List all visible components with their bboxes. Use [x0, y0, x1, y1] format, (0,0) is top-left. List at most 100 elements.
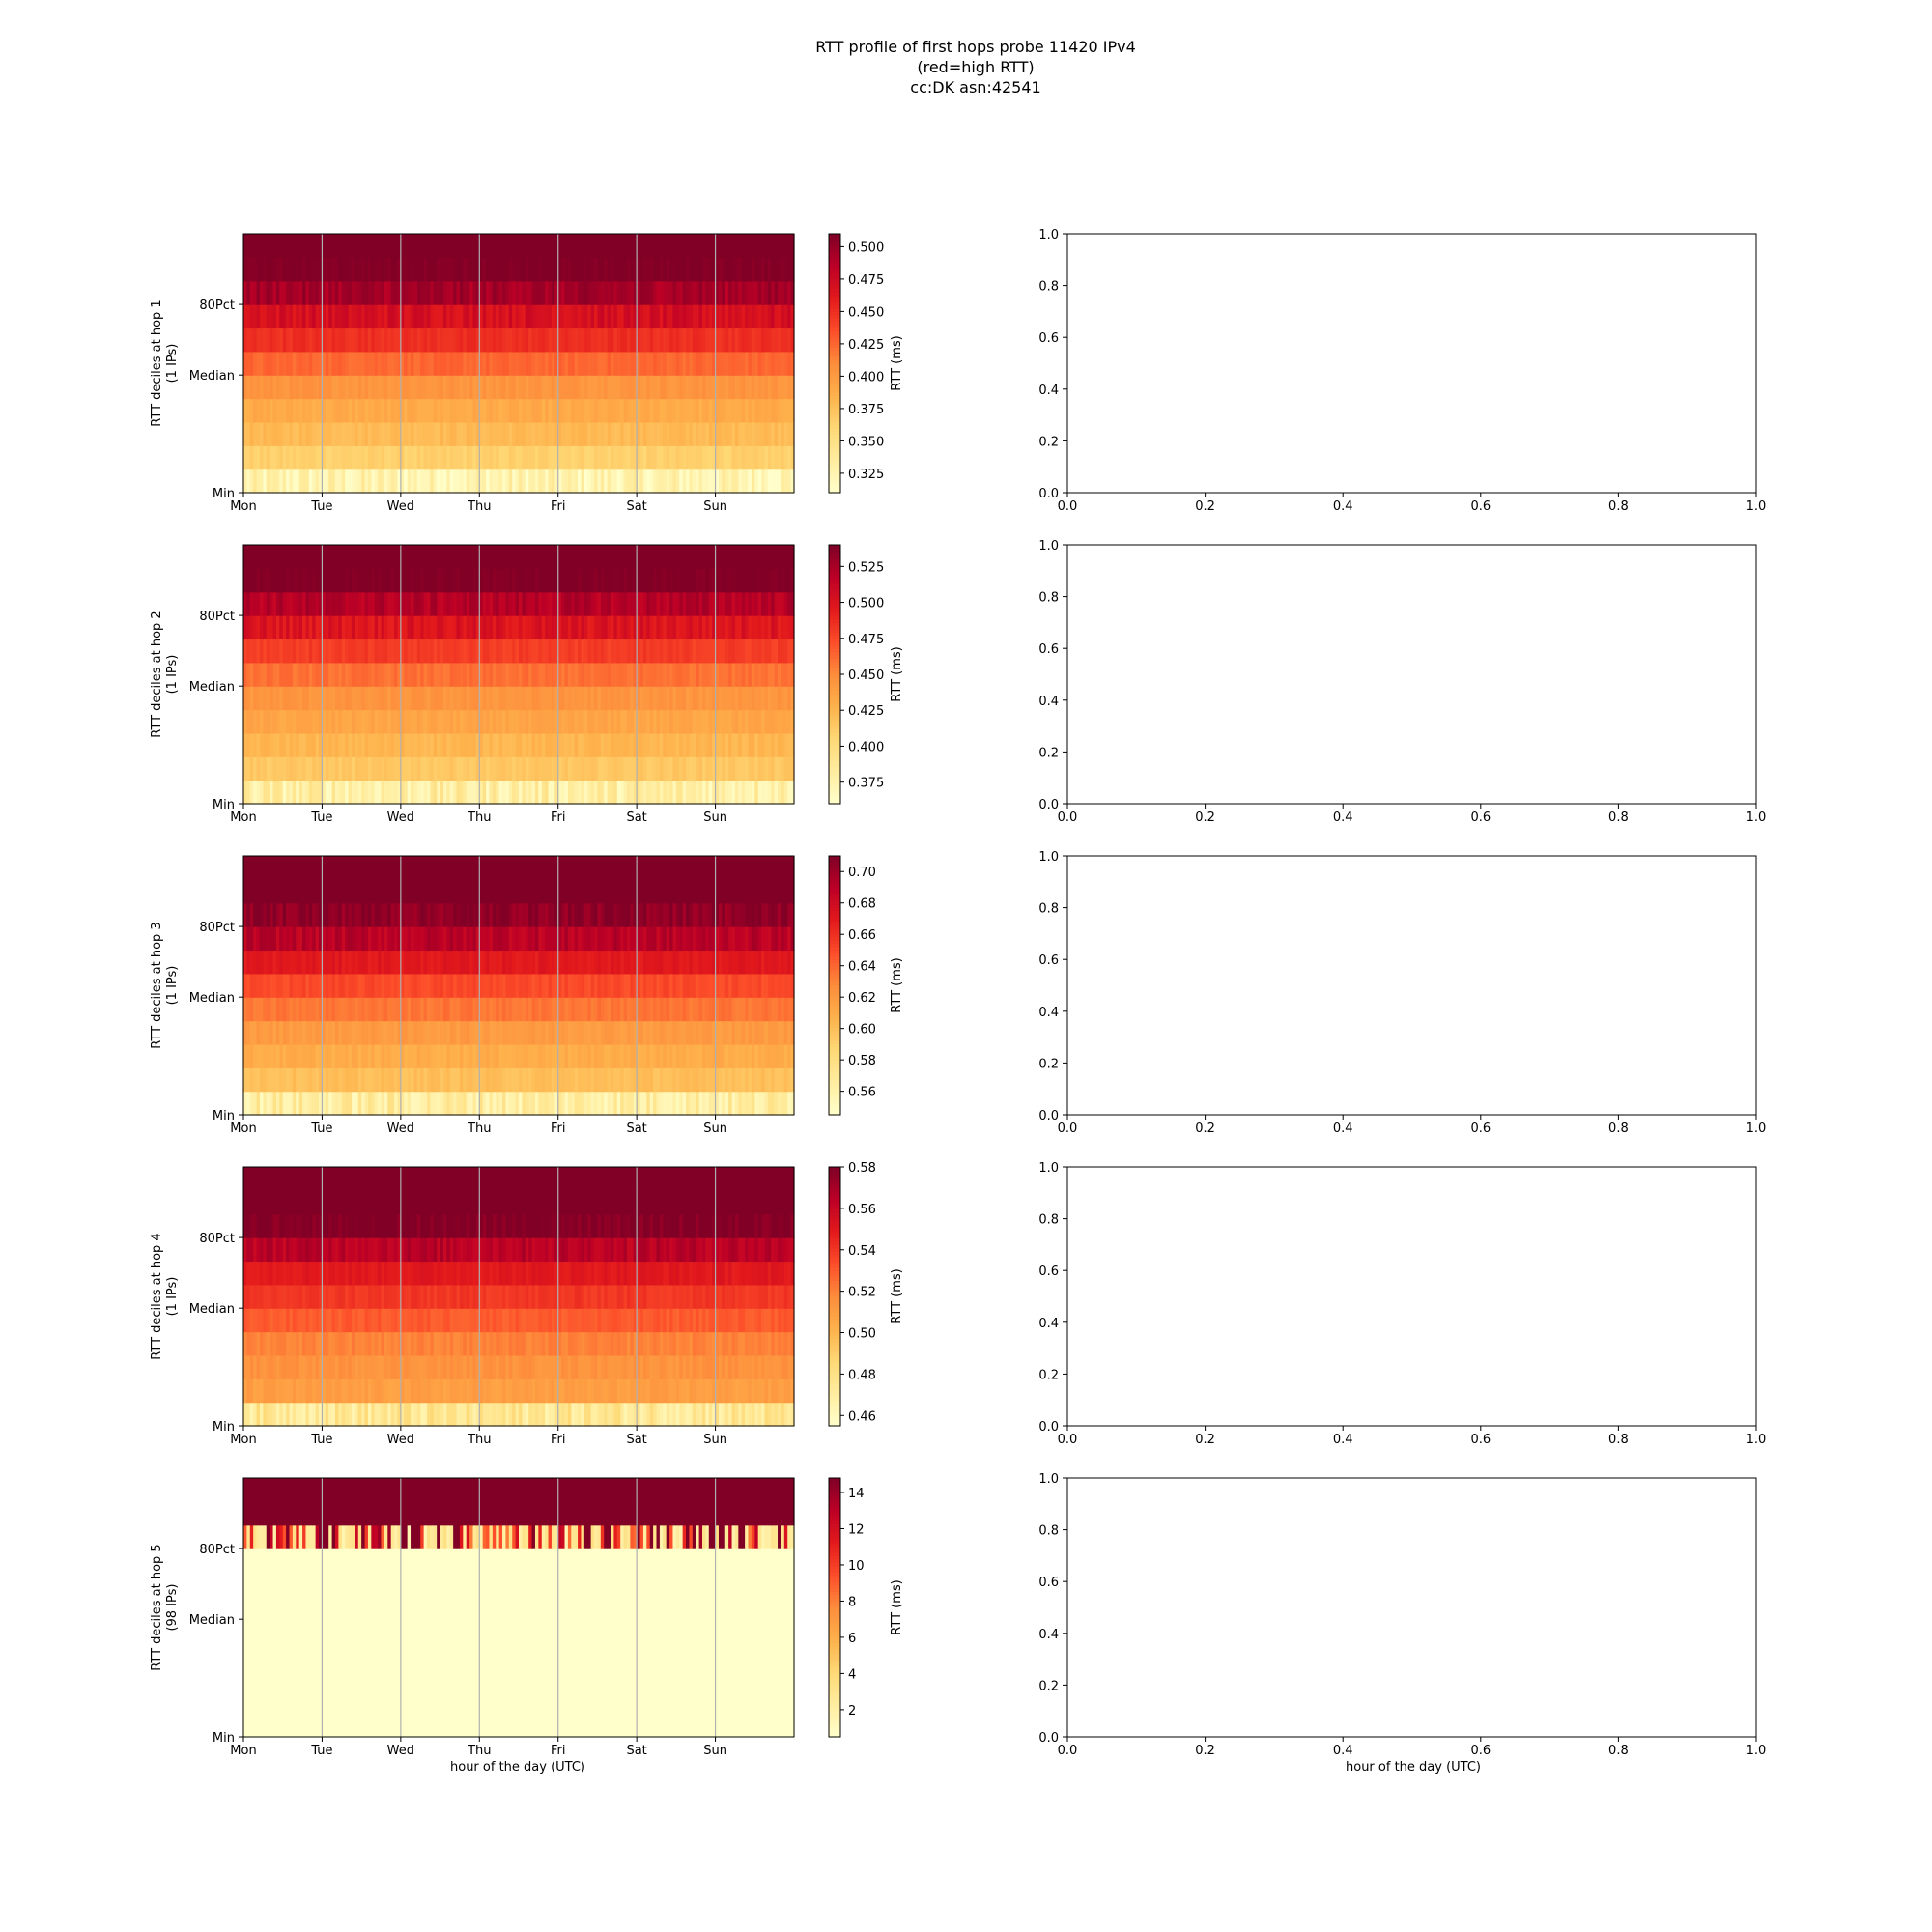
- heatmap-cell: [404, 398, 409, 423]
- heatmap-cell: [548, 686, 553, 711]
- heatmap-cell: [672, 545, 677, 569]
- heatmap-cell: [272, 926, 277, 952]
- heatmap-cell: [722, 469, 726, 494]
- heatmap-cell: [724, 997, 729, 1022]
- heatmap-cell: [305, 351, 310, 376]
- heatmap-cell: [246, 257, 251, 282]
- heatmap-cell: [712, 280, 717, 305]
- heatmap-cell: [722, 234, 726, 258]
- heatmap-cell: [364, 756, 369, 781]
- heatmap-cell: [256, 445, 261, 470]
- heatmap-cell: [672, 1091, 677, 1116]
- heatmap-cell: [656, 1043, 661, 1068]
- heatmap-cell: [738, 1067, 743, 1093]
- heatmap-cell: [741, 973, 746, 998]
- heatmap-cell: [718, 709, 723, 734]
- heatmap-cell: [397, 234, 402, 258]
- heatmap-cell: [649, 662, 654, 687]
- heatmap-cell: [715, 1020, 720, 1045]
- heatmap-cell: [748, 1091, 753, 1116]
- heatmap-cell: [384, 926, 388, 952]
- heatmap-cell: [767, 997, 772, 1022]
- heatmap-cell: [583, 351, 588, 376]
- heatmap-cell: [331, 591, 336, 616]
- heatmap-cell: [630, 421, 635, 446]
- heatmap-cell: [266, 1091, 270, 1116]
- heatmap-cell: [783, 615, 788, 640]
- heatmap-cell: [663, 351, 668, 376]
- heatmap-cell: [734, 280, 739, 305]
- heatmap-cell: [433, 327, 438, 353]
- heatmap-cell: [312, 351, 317, 376]
- heatmap-cell: [449, 398, 454, 423]
- heatmap-cell: [728, 234, 733, 258]
- heatmap-cell: [315, 926, 320, 952]
- heatmap-cell: [270, 926, 274, 952]
- heatmap-cell: [463, 545, 468, 569]
- heatmap-cell: [378, 375, 383, 400]
- heatmap-cell: [630, 756, 635, 781]
- heatmap-cell: [774, 780, 779, 805]
- heatmap-cell: [486, 398, 491, 423]
- heatmap-cell: [442, 375, 447, 400]
- heatmap-cell: [263, 662, 268, 687]
- heatmap-cell: [341, 732, 346, 757]
- heatmap-cell: [689, 1043, 694, 1068]
- heatmap-cell: [646, 973, 651, 998]
- heatmap-cell: [416, 257, 421, 282]
- heatmap-cell: [682, 304, 687, 329]
- heatmap-cell: [466, 732, 470, 757]
- heatmap-cell: [613, 686, 618, 711]
- heatmap-cell: [331, 662, 336, 687]
- heatmap-cell: [682, 662, 687, 687]
- heatmap-cell: [328, 421, 333, 446]
- heatmap-cell: [325, 950, 329, 975]
- heatmap-cell: [371, 351, 376, 376]
- heatmap-cell: [475, 1067, 480, 1093]
- heatmap-cell: [249, 257, 254, 282]
- heatmap-cell: [554, 1067, 559, 1093]
- heatmap-cell: [351, 615, 355, 640]
- heatmap-cell: [715, 639, 720, 664]
- heatmap-cell: [689, 398, 694, 423]
- heatmap-cell: [312, 1067, 317, 1093]
- heatmap-cell: [781, 375, 785, 400]
- heatmap-cell: [698, 1020, 703, 1045]
- heatmap-cell: [600, 304, 605, 329]
- heatmap-cell: [351, 709, 355, 734]
- heatmap-cell: [381, 1091, 385, 1116]
- heatmap-cell: [642, 973, 647, 998]
- heatmap-cell: [557, 351, 562, 376]
- heatmap-cell: [583, 1067, 588, 1093]
- heatmap-cell: [724, 280, 729, 305]
- heatmap-cell: [696, 234, 700, 258]
- title-line-3: cc:DK asn:42541: [910, 78, 1040, 97]
- heatmap-cell: [528, 351, 533, 376]
- heatmap-cell: [367, 351, 372, 376]
- heatmap-cell: [456, 327, 461, 353]
- heatmap-cell: [761, 375, 766, 400]
- heatmap-cell: [646, 375, 651, 400]
- heatmap-cell: [492, 1020, 497, 1045]
- heatmap-cell: [498, 398, 503, 423]
- heatmap-cell: [692, 950, 696, 975]
- heatmap-cell: [498, 568, 503, 593]
- heatmap-cell: [715, 234, 720, 258]
- heatmap-cell: [531, 327, 536, 353]
- heatmap-cell: [790, 973, 795, 998]
- heatmap-cell: [449, 709, 454, 734]
- heatmap-cell: [522, 1091, 526, 1116]
- heatmap-cell: [367, 1020, 372, 1045]
- heatmap-cell: [754, 756, 759, 781]
- heatmap-cell: [672, 398, 677, 423]
- heatmap-cell: [790, 1043, 795, 1068]
- heatmap-cell: [496, 662, 500, 687]
- heatmap-cell: [272, 591, 277, 616]
- heatmap-cell: [571, 1067, 576, 1093]
- heatmap-cell: [243, 257, 247, 282]
- heatmap-cell: [748, 421, 753, 446]
- heatmap-cell: [757, 280, 762, 305]
- heatmap-cell: [387, 375, 392, 400]
- heatmap-cell: [338, 257, 343, 282]
- heatmap-cell: [508, 469, 513, 494]
